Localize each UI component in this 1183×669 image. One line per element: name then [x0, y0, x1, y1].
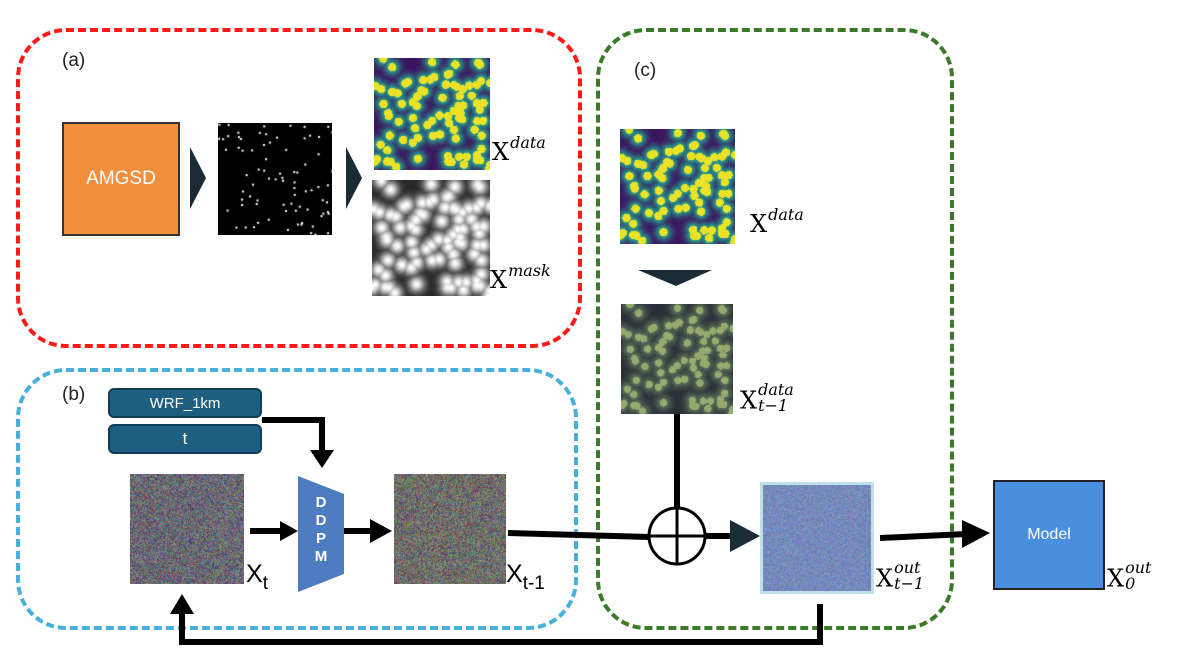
- wrf-input-box: WRF_1km: [108, 388, 262, 418]
- x-data-label-a: Xdata: [492, 133, 546, 166]
- x-data-t1-image: [621, 304, 733, 414]
- panel-c-frame: [596, 28, 954, 630]
- plus-icon: [649, 508, 705, 564]
- timestep-input-box: t: [108, 424, 262, 454]
- x-data-image-c: [620, 129, 735, 244]
- sum-to-out-arrowhead: [730, 520, 760, 552]
- x-out-image: [760, 482, 874, 594]
- panel-c-label: (c): [634, 60, 657, 81]
- x-data-image-a: [374, 58, 490, 170]
- chevron-icon-2: [346, 147, 362, 209]
- x-data-label-c: Xdata: [750, 205, 804, 238]
- x-mask-label: Xmask: [490, 261, 551, 294]
- panel-b-frame: [16, 368, 578, 630]
- noise-xt1-image: [394, 474, 506, 584]
- ddpm-block: [298, 476, 344, 592]
- amgsd-box: AMGSD: [62, 122, 180, 236]
- x-t1-label: Xt-1: [506, 560, 545, 594]
- feedback-arrowhead: [170, 594, 194, 614]
- panel-b-label: (b): [62, 384, 86, 405]
- ddpm-to-xt1-arrowhead: [370, 519, 392, 543]
- xt1-to-sum-line: [507, 530, 651, 540]
- condition-connector: [262, 417, 325, 452]
- panel-a-label: (a): [62, 50, 86, 71]
- down-triangle-icon: [638, 270, 712, 286]
- out-to-model-arrowhead: [962, 520, 990, 548]
- station-points-image: [218, 123, 332, 235]
- feedback-loop-line: [179, 604, 823, 645]
- out-to-model-line: [879, 531, 967, 541]
- ddpm-label: D D P M: [314, 494, 328, 565]
- condition-arrowhead: [310, 450, 334, 468]
- xt-to-ddpm-arrowhead: [280, 521, 298, 541]
- panel-a-frame: [16, 28, 582, 348]
- x-t-label: Xt: [246, 560, 268, 594]
- model-box: Model: [993, 480, 1105, 590]
- chevron-icon-1: [190, 147, 206, 209]
- noise-xt-image: [130, 474, 244, 584]
- x-mask-image: [372, 180, 490, 296]
